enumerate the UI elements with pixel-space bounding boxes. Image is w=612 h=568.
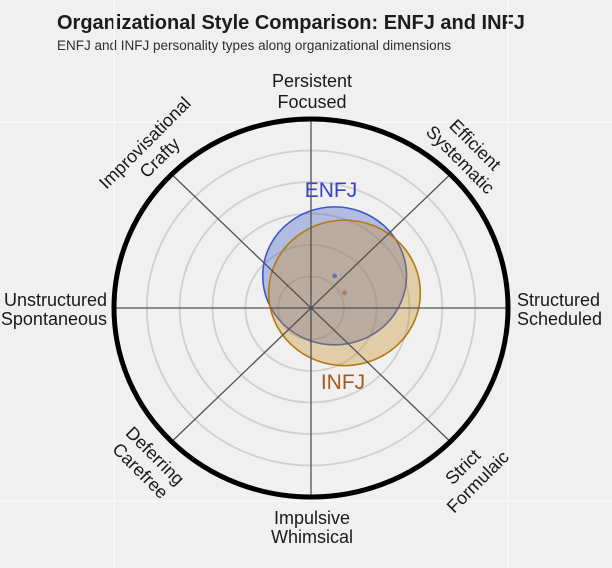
series-label-infj: INFJ	[321, 371, 365, 394]
axis-label-top-line1: Persistent	[272, 71, 352, 91]
axis-label-bottom-line2: Whimsical	[271, 527, 353, 547]
infj-center-dot	[342, 290, 347, 296]
axis-label-top-line2: Focused	[277, 92, 346, 112]
enfj-center-dot	[332, 273, 338, 279]
series-label-enfj: ENFJ	[305, 179, 358, 202]
axis-label-left-line2: Spontaneous	[1, 309, 107, 329]
chart-title: Organizational Style Comparison: ENFJ an…	[57, 12, 525, 34]
axis-label-left-line1: Unstructured	[4, 290, 107, 310]
axis-label-bottom-line1: Impulsive	[274, 508, 350, 528]
outer-ring	[111, 116, 511, 500]
axis-label-right-line2: Scheduled	[517, 309, 602, 329]
axis-label-right-line1: Structured	[517, 290, 600, 310]
axis-spoke-line	[171, 173, 451, 443]
chart-subtitle: ENFJ and INFJ personality types along or…	[57, 38, 451, 53]
